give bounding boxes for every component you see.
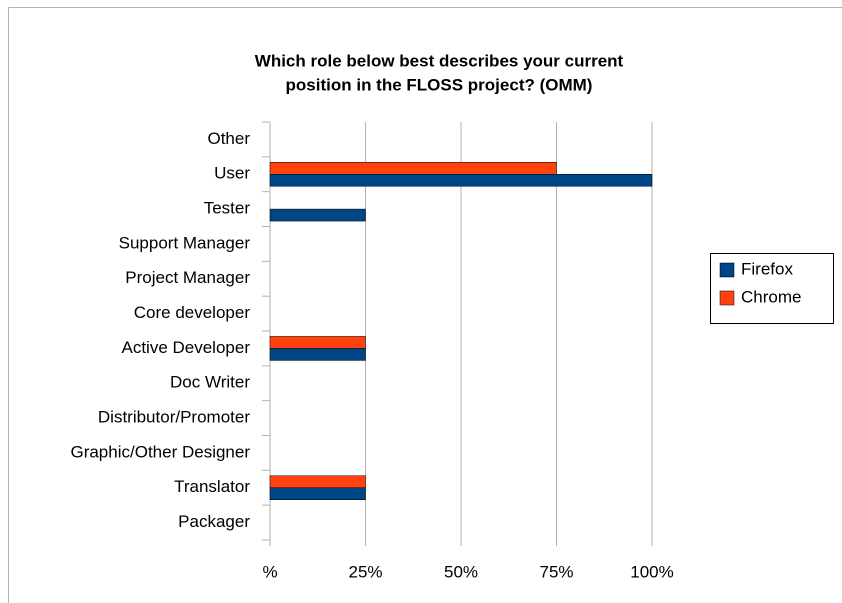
y-tick-label: Doc Writer: [170, 373, 250, 392]
bar: [269, 336, 366, 349]
y-tick-label: Active Developer: [121, 338, 250, 357]
y-tick-label: Graphic/Other Designer: [70, 442, 250, 461]
legend-label: Firefox: [741, 259, 793, 278]
bar: [269, 208, 366, 222]
y-tick-label: Core developer: [134, 303, 251, 322]
chart-title: Which role below best describes your cur…: [255, 51, 624, 70]
y-tick-label: Translator: [174, 477, 250, 496]
bar: [269, 487, 366, 500]
y-tick-label: User: [214, 164, 250, 183]
y-tick-label: Support Manager: [119, 233, 251, 252]
bar: [269, 174, 653, 187]
y-tick-label: Other: [207, 129, 250, 148]
bar: [269, 348, 366, 361]
y-tick-label: Tester: [204, 199, 251, 218]
x-tick-label: 25%: [348, 562, 382, 581]
y-tick-label: Project Manager: [125, 268, 250, 287]
y-tick-label: Packager: [178, 512, 250, 531]
x-tick-label: %: [262, 562, 277, 581]
x-tick-label: 50%: [444, 562, 478, 581]
bar: [269, 475, 366, 488]
bar: [269, 162, 557, 175]
x-tick-label: 100%: [630, 562, 673, 581]
legend-label: Chrome: [741, 287, 801, 306]
chart-title: position in the FLOSS project? (OMM): [286, 75, 593, 94]
y-tick-label: Distributor/Promoter: [98, 408, 250, 427]
legend-swatch: [719, 262, 735, 278]
legend-swatch: [719, 290, 735, 306]
x-tick-label: 75%: [539, 562, 573, 581]
